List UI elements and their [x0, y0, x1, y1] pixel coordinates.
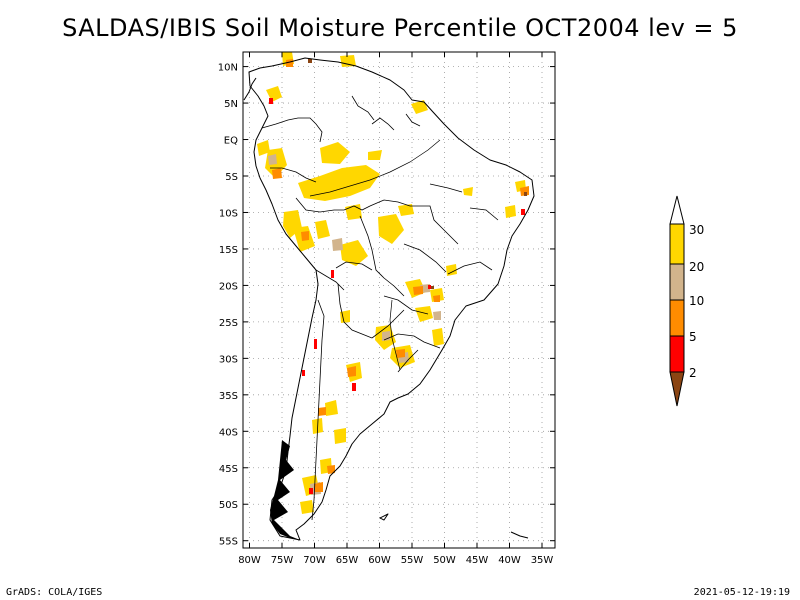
colorbar-label: 30 — [689, 223, 704, 237]
percentile-20-30-patches — [257, 52, 526, 514]
latitude-label: 10S — [219, 208, 238, 219]
latitude-label: 10N — [218, 63, 238, 74]
longitude-label: 45W — [466, 555, 489, 566]
footer-timestamp: 2021-05-12-19:19 — [693, 587, 790, 598]
axis-ticks — [243, 52, 555, 548]
latitude-label: 50S — [219, 500, 238, 511]
colorbar-above-30 — [669, 195, 685, 225]
map-frame — [242, 51, 556, 549]
colorbar-legend: 30 20 10 5 2 — [669, 195, 704, 407]
percentile-below-2-patches — [308, 59, 527, 289]
longitude-label: 50W — [433, 555, 456, 566]
country-borders — [261, 95, 499, 521]
latitude-label: 25S — [219, 318, 238, 329]
colorbar-label: 20 — [689, 260, 704, 274]
map-title: SALDAS/IBIS Soil Moisture Percentile OCT… — [62, 14, 738, 42]
latitude-label: 45S — [219, 464, 238, 475]
longitude-label: 80W — [238, 555, 261, 566]
soil-moisture-patches — [257, 52, 529, 514]
colorbar-label: 2 — [689, 366, 697, 380]
latitude-label: 5N — [224, 99, 238, 110]
longitude-label: 65W — [336, 555, 359, 566]
colorbar-below-2 — [669, 371, 685, 407]
longitude-label: 60W — [368, 555, 391, 566]
latitude-label: 30S — [219, 354, 238, 365]
continent-outline — [243, 57, 535, 541]
longitude-label: 35W — [531, 555, 554, 566]
footer-credit: GrADS: COLA/IGES — [6, 587, 103, 598]
longitude-label: 40W — [498, 555, 521, 566]
latitude-label: 20S — [219, 281, 238, 292]
colorbar-5-10 — [669, 299, 685, 337]
percentile-2-5-patches — [269, 98, 525, 494]
percentile-5-10-patches — [272, 59, 529, 492]
colorbar-10-20 — [669, 263, 685, 301]
latitude-label: 5S — [225, 172, 238, 183]
patagonia-coastline — [270, 440, 300, 540]
latitude-labels: 10N 5N EQ 5S 10S 15S 20S 25S 30S 35S 40S 45S 50S 55S — [218, 63, 238, 548]
colorbar-label: 10 — [689, 294, 704, 308]
colorbar-2-5 — [669, 335, 685, 373]
longitude-labels: 80W 75W 70W 65W 60W 55W 50W 45W 40W 35W — [238, 555, 553, 566]
latitude-label: 55S — [219, 537, 238, 548]
graticule — [243, 52, 555, 548]
latitude-label: 40S — [219, 427, 238, 438]
latitude-label: EQ — [224, 136, 238, 147]
latitude-label: 35S — [219, 391, 238, 402]
colorbar-label: 5 — [689, 330, 697, 344]
map-content — [243, 52, 535, 541]
longitude-label: 75W — [271, 555, 294, 566]
major-rivers — [309, 139, 441, 371]
latitude-label: 15S — [219, 245, 238, 256]
colorbar-20-30 — [669, 223, 685, 265]
longitude-label: 55W — [401, 555, 424, 566]
longitude-label: 70W — [303, 555, 326, 566]
